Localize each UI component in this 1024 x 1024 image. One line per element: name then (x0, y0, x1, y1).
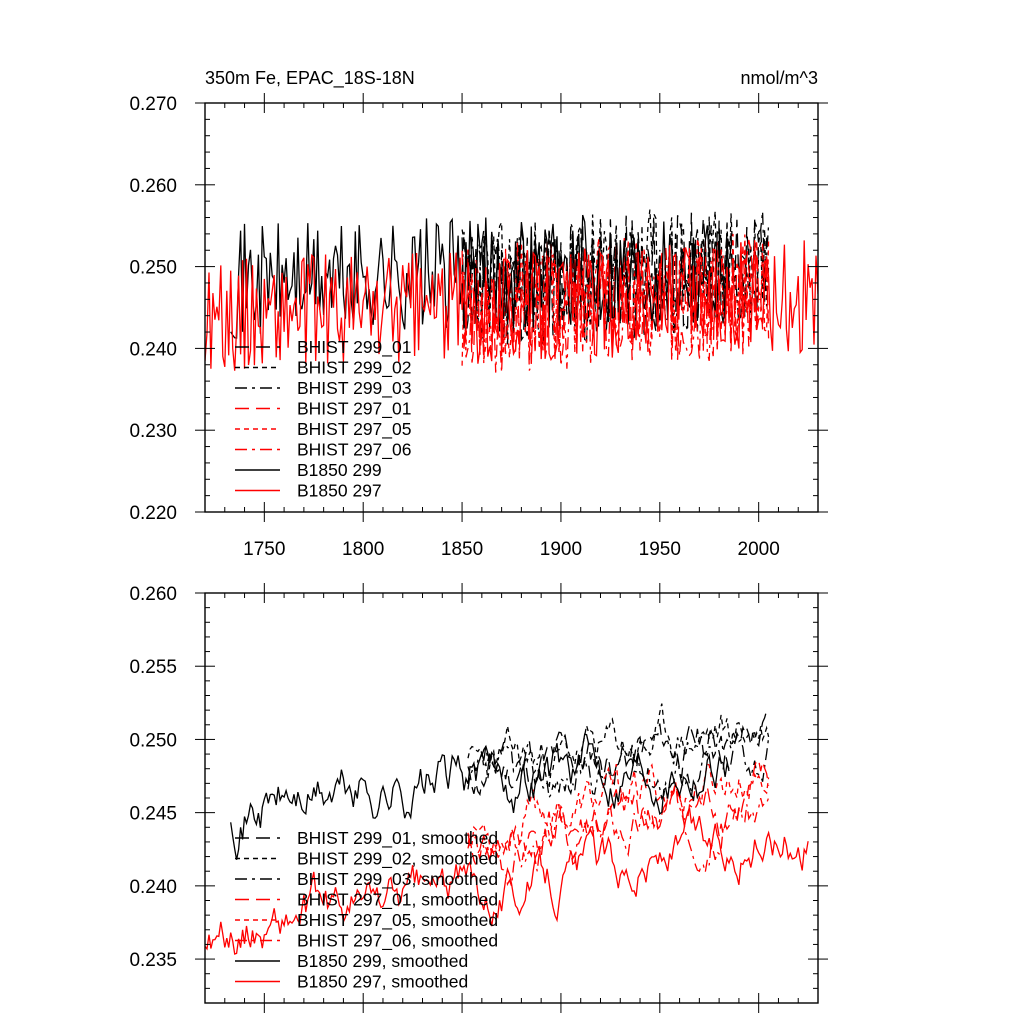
legend-label-5: BHIST 297_06, smoothed (297, 931, 498, 952)
x-tick-label: 1900 (540, 539, 582, 560)
y-tick-label: 0.240 (129, 339, 177, 360)
series-line-2 (467, 734, 770, 802)
top-panel-axes: 1750 1800 1850 1900 1950 2000 0.220 0.230 0.240 0… (129, 93, 828, 560)
series-line-5 (461, 239, 770, 373)
series-line-6 (230, 214, 730, 339)
bottom-panel-axes: 0.235 0.240 0.245 0.250 0.255 0.260 (129, 583, 828, 1013)
legend-label-1: BHIST 299_02 (297, 358, 411, 379)
y-tick-label: 0.260 (129, 584, 177, 605)
x-tick-label: 1850 (441, 539, 483, 560)
y-tick-label: 0.250 (129, 258, 177, 279)
y-tick-label: 0.240 (129, 877, 177, 898)
legend-label-0: BHIST 299_01, smoothed (297, 828, 498, 849)
legend-label-2: BHIST 299_03 (297, 378, 411, 399)
series-line-2 (461, 211, 770, 347)
legend-label-2: BHIST 299_03, smoothed (297, 869, 498, 890)
y-tick-label: 0.230 (129, 421, 177, 442)
top-panel: 350m Fe, EPAC_18S-18N nmol/m^3 1750 1800 1… (129, 68, 828, 560)
y-tick-label: 0.270 (129, 94, 177, 115)
x-tick-label: 2000 (738, 539, 780, 560)
series-line-4 (467, 763, 770, 857)
y-tick-label: 0.245 (129, 804, 177, 825)
plot-frame (204, 102, 819, 513)
top-panel-units: nmol/m^3 (741, 68, 818, 88)
x-tick-label: 1950 (639, 539, 681, 560)
legend-label-3: BHIST 297_01 (297, 399, 411, 420)
y-tick-label: 0.235 (129, 950, 177, 971)
y-tick-label: 0.220 (129, 503, 177, 524)
series-line-3 (467, 759, 770, 862)
legend-label-6: B1850 299 (297, 460, 382, 480)
legend-label-6: B1850 299, smoothed (297, 951, 468, 971)
legend-label-4: BHIST 297_05, smoothed (297, 910, 498, 931)
series-line-0 (467, 709, 770, 797)
series-line-1 (461, 209, 770, 340)
legend-label-3: BHIST 297_01, smoothed (297, 890, 498, 911)
top-panel-series (205, 209, 818, 373)
series-line-5 (467, 781, 770, 887)
legend-label-7: B1850 297, smoothed (297, 972, 468, 992)
series-line-7 (205, 240, 818, 371)
y-tick-label: 0.255 (129, 657, 177, 678)
legend-label-0: BHIST 299_01 (297, 337, 411, 358)
series-line-7 (205, 807, 809, 955)
x-tick-label: 1750 (243, 539, 285, 560)
legend-label-1: BHIST 299_02, smoothed (297, 849, 498, 870)
y-tick-label: 0.260 (129, 176, 177, 197)
top-panel-title: 350m Fe, EPAC_18S-18N (205, 68, 415, 89)
y-tick-label: 0.250 (129, 730, 177, 751)
legend-label-5: BHIST 297_06 (297, 440, 411, 461)
series-line-1 (467, 703, 770, 789)
bottom-panel: 0.235 0.240 0.245 0.250 0.255 0.260 BHIST 299… (129, 583, 828, 1013)
legend-label-4: BHIST 297_05 (297, 419, 411, 440)
bottom-panel-series (205, 703, 809, 955)
x-tick-label: 1800 (342, 539, 384, 560)
legend-label-7: B1850 297 (297, 481, 382, 501)
series-line-6 (230, 733, 730, 860)
